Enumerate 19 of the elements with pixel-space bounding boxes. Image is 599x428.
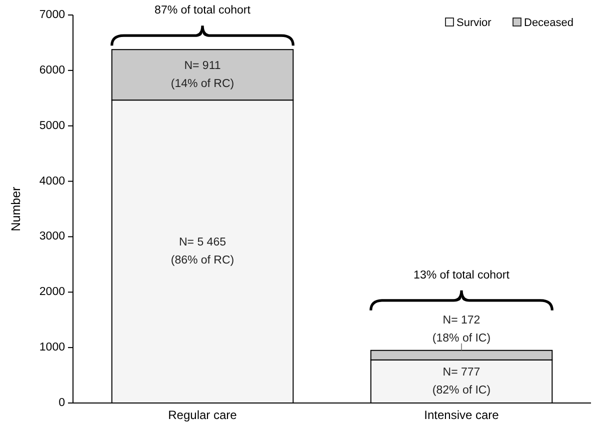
y-tick-label: 0 [58,397,65,410]
data-label: N= 777 (82% of IC) [432,366,491,396]
y-tick-label: 2000 [39,286,65,298]
data-label: N= 911 (14% of RC) [170,60,234,90]
y-axis-title: Number [9,186,23,232]
y-tick-label: 4000 [39,175,65,188]
annotation: 87% of total cohort [154,4,252,17]
y-tick-label: 7000 [39,9,65,22]
legend-label: Deceased [524,17,574,29]
y-tick-label: 5000 [39,120,65,132]
legend-label: Survior [456,17,492,29]
data-label: N= 172 (18% of IC) [432,314,491,344]
y-tick-label: 6000 [39,64,65,76]
data-label: N= 5 465 (86% of RC) [170,236,234,267]
x-tick-label: Intensive care [424,408,500,422]
y-tick-label: 3000 [39,230,65,243]
y-tick-label: 1000 [39,342,65,354]
annotation: 13% of total cohort [414,269,510,282]
x-tick-label: Regular care [168,408,238,422]
